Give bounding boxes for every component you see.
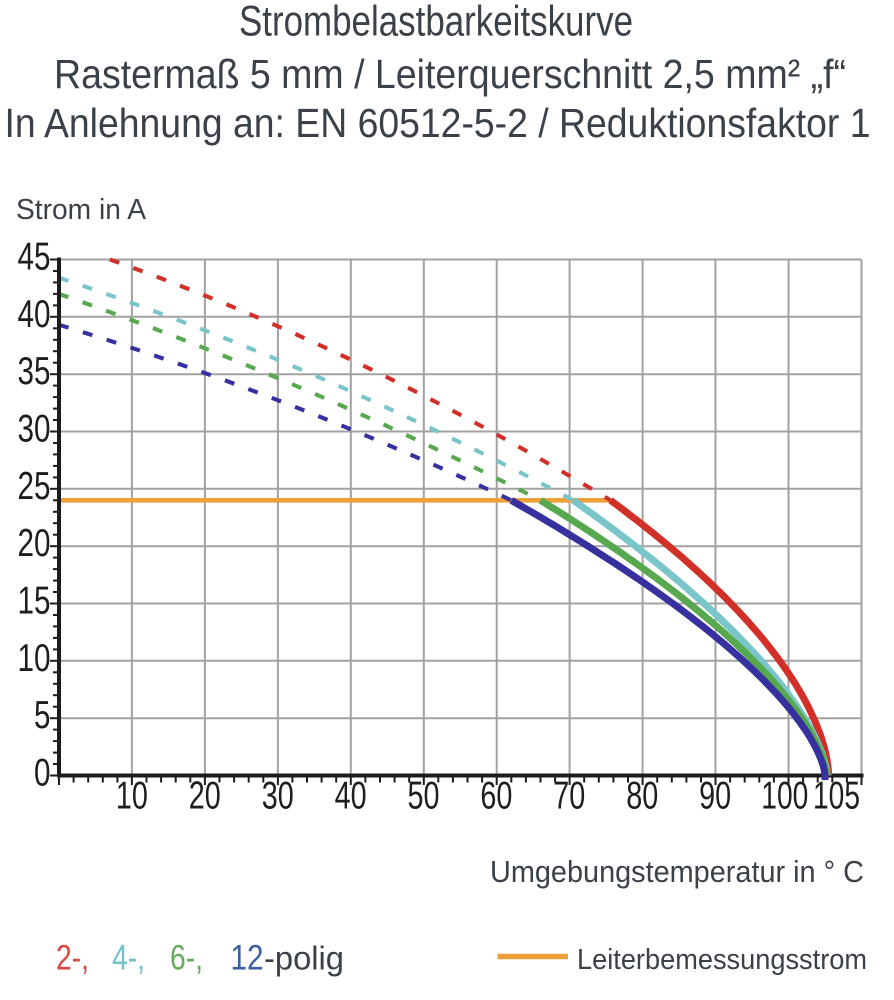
svg-text:6-,: 6-,	[170, 939, 203, 978]
svg-text:2-,: 2-,	[56, 939, 89, 978]
svg-text:35: 35	[18, 350, 51, 393]
svg-text:90: 90	[699, 775, 731, 818]
svg-text:40: 40	[335, 775, 367, 818]
svg-text:Strombelastbarkeitskurve: Strombelastbarkeitskurve	[239, 0, 633, 46]
svg-text:5: 5	[34, 694, 51, 737]
svg-text:Rastermaß 5 mm / Leiterquersch: Rastermaß 5 mm / Leiterquerschnitt 2,5 m…	[54, 51, 846, 97]
svg-text:80: 80	[626, 775, 658, 818]
svg-text:60: 60	[480, 775, 512, 818]
svg-text:20: 20	[189, 775, 221, 818]
svg-text:105: 105	[813, 775, 860, 818]
svg-text:10: 10	[18, 637, 51, 680]
svg-text:40: 40	[18, 293, 51, 336]
svg-text:20: 20	[18, 522, 51, 565]
svg-text:15: 15	[18, 579, 51, 622]
svg-text:70: 70	[553, 775, 585, 818]
svg-text:30: 30	[18, 407, 51, 450]
svg-text:100: 100	[761, 775, 808, 818]
svg-text:10: 10	[116, 775, 148, 818]
svg-text:30: 30	[262, 775, 294, 818]
svg-text:Umgebungstemperatur in ° C: Umgebungstemperatur in ° C	[490, 855, 864, 889]
svg-text:4-,: 4-,	[112, 939, 145, 978]
svg-text:50: 50	[408, 775, 440, 818]
svg-text:12: 12	[231, 939, 264, 978]
svg-text:45: 45	[18, 235, 51, 278]
svg-text:0: 0	[34, 752, 51, 795]
svg-text:Strom in A: Strom in A	[16, 194, 147, 226]
svg-text:Leiterbemessungsstrom: Leiterbemessungsstrom	[577, 943, 867, 975]
svg-text:-polig: -polig	[264, 940, 344, 977]
svg-text:25: 25	[18, 465, 51, 508]
svg-text:In Anlehnung an: EN 60512-5-2: In Anlehnung an: EN 60512-5-2 / Reduktio…	[5, 100, 871, 146]
